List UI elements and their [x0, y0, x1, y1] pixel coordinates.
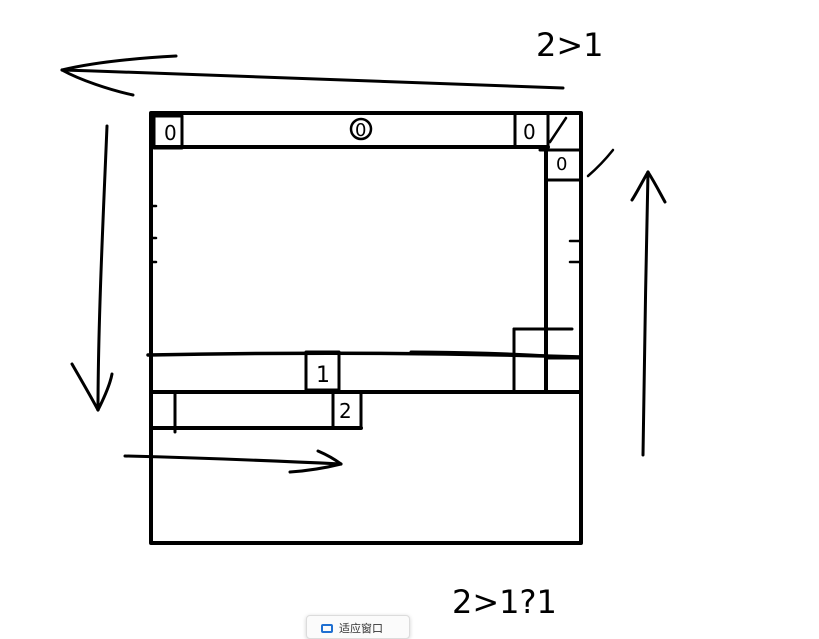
annotation-top-right: 2>1	[536, 26, 604, 64]
top-right-cell-label: 0	[523, 120, 536, 144]
annotation-bottom: 2>1?1	[452, 583, 557, 621]
svg-text:0: 0	[355, 120, 366, 141]
right-strip: 0	[538, 148, 615, 394]
arrow-up-right	[630, 170, 667, 457]
top-right-cell	[513, 111, 550, 149]
top-left-cell	[152, 114, 184, 150]
fit-window-button[interactable]: 适应窗口	[306, 615, 410, 639]
right-top-cell-label: 0	[556, 154, 567, 175]
outer-frame	[149, 111, 583, 545]
arrow-left-top	[60, 54, 565, 97]
arrow-right-bottom	[123, 449, 343, 474]
lower-left-strip: 2	[149, 390, 363, 434]
top-left-cell-label: 0	[164, 121, 177, 145]
middle-strip: 1	[146, 327, 583, 394]
middle-cell-label: 1	[316, 363, 330, 388]
lower-left-cell-label: 2	[339, 399, 352, 423]
top-center-label: 0	[349, 117, 373, 141]
fit-window-label: 适应窗口	[339, 622, 383, 635]
arrow-down-left	[70, 124, 114, 412]
